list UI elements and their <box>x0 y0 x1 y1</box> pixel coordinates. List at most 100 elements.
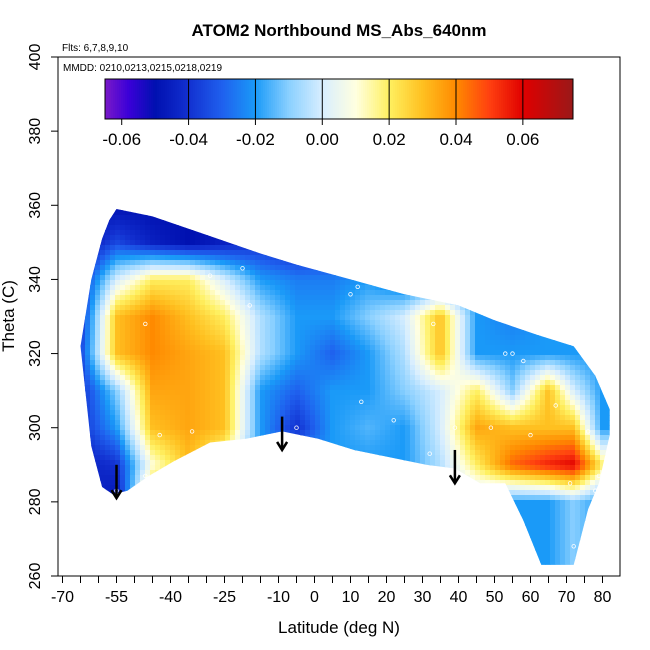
heatmap-cell <box>385 310 391 316</box>
heatmap-cell <box>300 320 306 326</box>
heatmap-cell <box>175 195 181 201</box>
heatmap-cell <box>445 375 451 381</box>
heatmap-cell <box>440 235 446 241</box>
heatmap-cell <box>300 290 306 296</box>
heatmap-cell <box>535 295 541 301</box>
heatmap-cell <box>470 315 476 321</box>
heatmap-cell <box>495 375 501 381</box>
heatmap-cell <box>280 250 286 256</box>
heatmap-cell <box>330 360 336 366</box>
heatmap-cell <box>80 400 86 406</box>
heatmap-cell <box>335 200 341 206</box>
heatmap-cell <box>380 200 386 206</box>
heatmap-cell <box>170 295 176 301</box>
heatmap-cell <box>505 265 511 271</box>
heatmap-cell <box>515 255 521 261</box>
heatmap-cell <box>230 415 236 421</box>
heatmap-cell <box>335 345 341 351</box>
heatmap-cell <box>570 395 576 401</box>
heatmap-cell <box>470 265 476 271</box>
heatmap-cell <box>135 285 141 291</box>
heatmap-cell <box>105 405 111 411</box>
heatmap-cell <box>180 200 186 206</box>
heatmap-cell <box>605 305 610 311</box>
heatmap-cell <box>290 230 296 236</box>
heatmap-cell <box>340 245 346 251</box>
heatmap-cell <box>455 315 461 321</box>
heatmap-cell <box>125 215 131 221</box>
heatmap-cell <box>445 230 451 236</box>
heatmap-cell <box>215 380 221 386</box>
heatmap-cell <box>190 235 196 241</box>
heatmap-cell <box>585 209 591 211</box>
heatmap-cell <box>535 315 541 321</box>
heatmap-cell <box>440 215 446 221</box>
heatmap-cell <box>310 225 316 231</box>
heatmap-cell <box>80 250 86 256</box>
heatmap-cell <box>395 250 401 256</box>
heatmap-cell <box>435 245 441 251</box>
heatmap-cell <box>300 305 306 311</box>
heatmap-cell <box>500 320 506 326</box>
heatmap-cell <box>145 350 151 356</box>
heatmap-cell <box>510 420 516 426</box>
heatmap-cell <box>215 305 221 311</box>
heatmap-cell <box>430 290 436 296</box>
heatmap-cell <box>330 235 336 241</box>
heatmap-cell <box>85 195 91 201</box>
heatmap-cell <box>100 260 106 266</box>
heatmap-cell <box>75 215 81 221</box>
heatmap-cell <box>395 285 401 291</box>
heatmap-cell <box>370 335 376 341</box>
heatmap-cell <box>330 310 336 316</box>
heatmap-cell <box>205 350 211 356</box>
heatmap-cell <box>75 230 81 236</box>
heatmap-cell <box>375 250 381 256</box>
heatmap-cell <box>170 285 176 291</box>
heatmap-cell <box>485 340 491 346</box>
heatmap-cell <box>150 305 156 311</box>
heatmap-cell <box>385 300 391 306</box>
heatmap-cell <box>410 225 416 231</box>
heatmap-cell <box>470 245 476 251</box>
heatmap-cell <box>500 310 506 316</box>
heatmap-cell <box>185 390 191 396</box>
heatmap-cell <box>330 260 336 266</box>
heatmap-cell <box>80 210 86 216</box>
heatmap-cell <box>120 390 126 396</box>
heatmap-cell <box>385 405 391 411</box>
heatmap-cell <box>610 245 616 251</box>
heatmap-cell <box>280 275 286 281</box>
heatmap-cell <box>405 310 411 316</box>
heatmap-cell <box>200 255 206 261</box>
heatmap-cell <box>290 270 296 276</box>
heatmap-cell <box>450 250 456 256</box>
heatmap-cell <box>140 280 146 286</box>
heatmap-cell <box>545 280 551 286</box>
heatmap-cell <box>100 290 106 296</box>
heatmap-cell <box>520 370 526 376</box>
heatmap-cell <box>590 340 596 346</box>
heatmap-cell <box>240 210 246 216</box>
heatmap-cell <box>470 385 476 391</box>
heatmap-cell <box>465 265 471 271</box>
heatmap-cell <box>375 415 381 421</box>
heatmap-cell <box>445 209 451 211</box>
heatmap-cell <box>200 320 206 326</box>
heatmap-cell <box>505 390 511 396</box>
heatmap-cell <box>200 285 206 291</box>
heatmap-cell <box>460 400 466 406</box>
heatmap-cell <box>180 265 186 271</box>
heatmap-cell <box>550 400 556 406</box>
heatmap-cell <box>400 330 406 336</box>
heatmap-cell <box>270 305 276 311</box>
heatmap-cell <box>75 385 81 391</box>
heatmap-cell <box>90 320 96 326</box>
heatmap-cell <box>560 255 566 261</box>
heatmap-cell <box>610 385 616 391</box>
heatmap-cell <box>575 410 581 416</box>
heatmap-cell <box>450 400 456 406</box>
heatmap-cell <box>70 335 76 341</box>
heatmap-cell <box>385 415 391 421</box>
heatmap-cell <box>360 220 366 226</box>
